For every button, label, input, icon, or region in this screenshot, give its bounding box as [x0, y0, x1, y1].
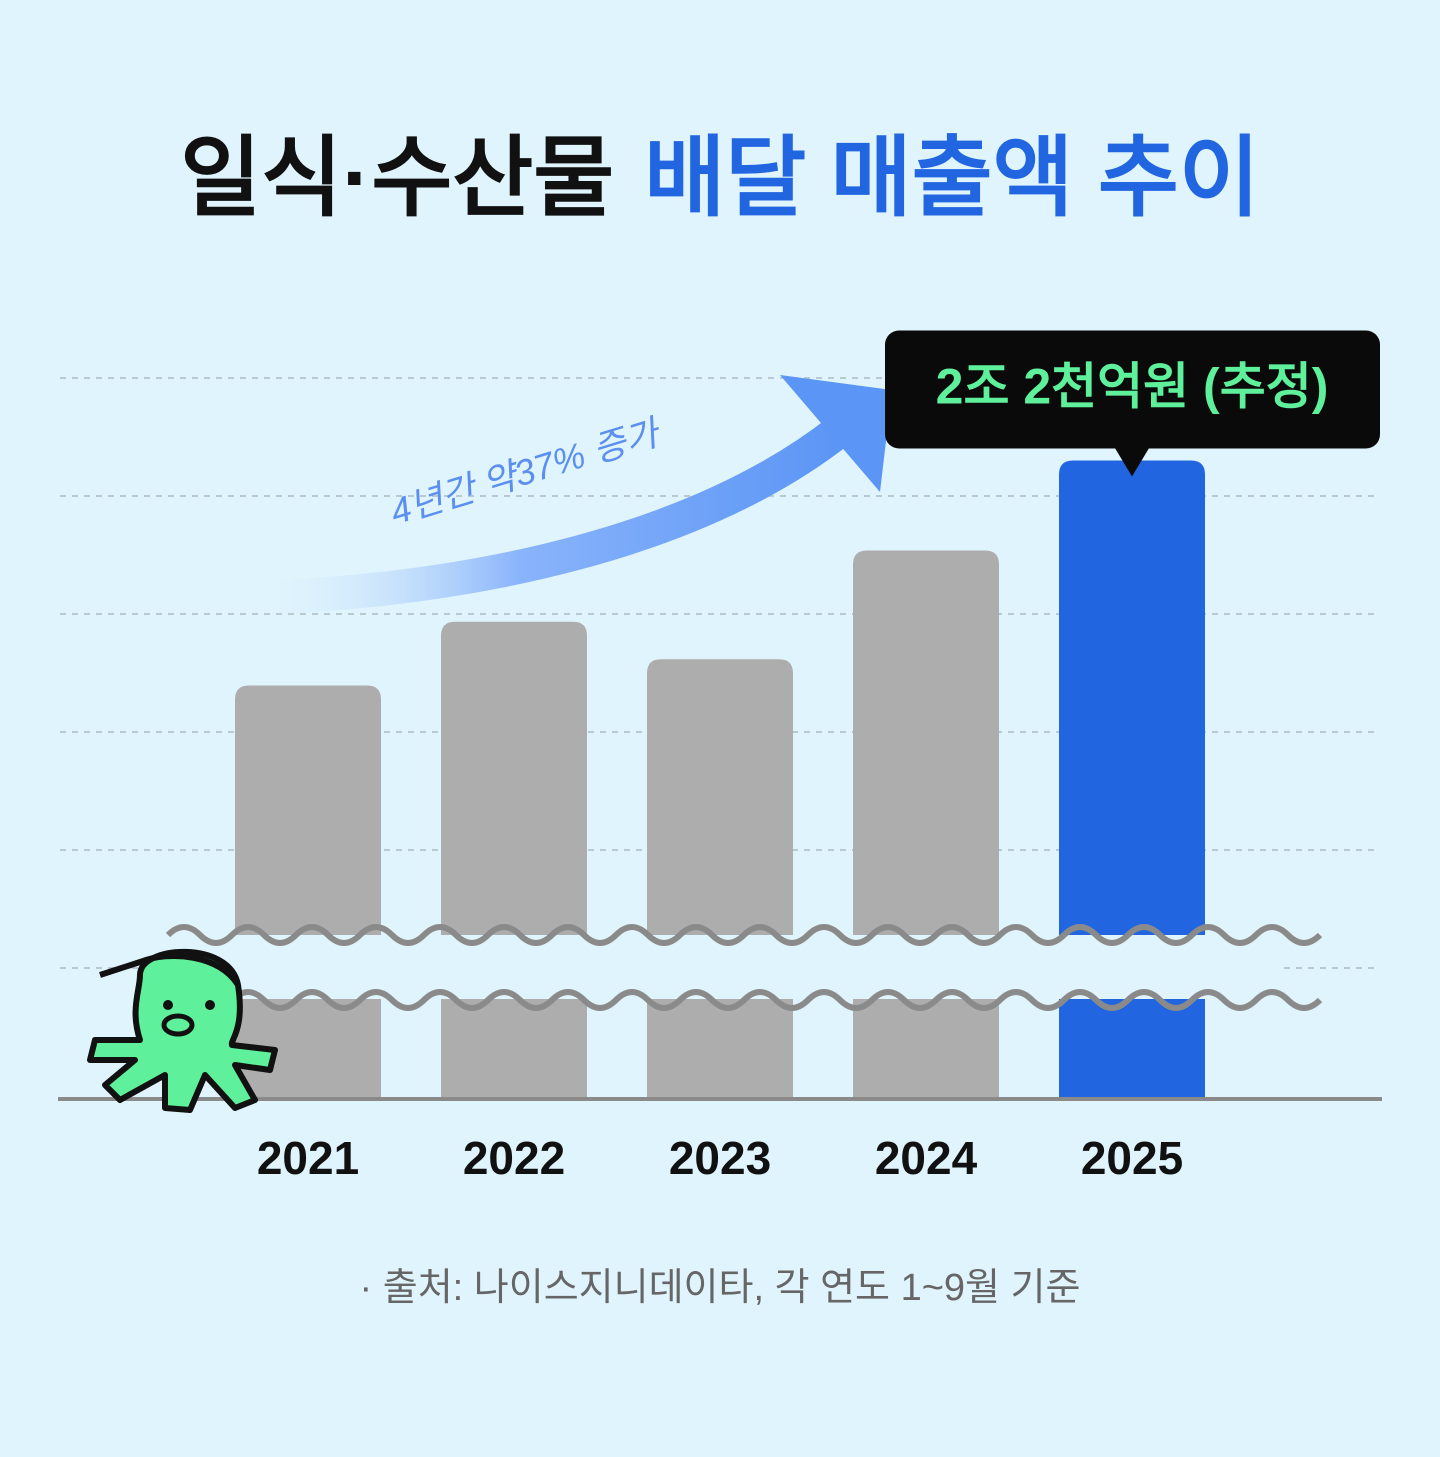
callout: 2조 2천억원 (추정): [885, 330, 1380, 477]
title-black: 일식·수산물: [180, 128, 614, 227]
mascot-eye: [163, 1000, 173, 1010]
bar: [235, 685, 381, 1098]
bar: [647, 659, 793, 1098]
mascot-band: [99, 953, 241, 987]
x-labels: 2021 2022 2023 2024 2025: [257, 1132, 1183, 1184]
chart-title: 일식·수산물 배달 매출액 추이: [180, 128, 1260, 227]
bar: [853, 550, 999, 1098]
value-label: 2조 2천억원 (추정): [936, 359, 1329, 415]
source: · 출처: 나이스지니데이타, 각 연도 1~9월 기준: [360, 1267, 1081, 1309]
callout-pointer: [1114, 446, 1150, 477]
title-blue: 배달 매출액 추이: [644, 128, 1260, 227]
axis-break: [160, 924, 1323, 1011]
mascot: [87, 948, 278, 1113]
mascot-body: [87, 948, 278, 1113]
callout-box: [885, 330, 1380, 449]
trend-arrow: [238, 413, 857, 615]
bar: [1059, 460, 1205, 1098]
bar: [441, 621, 587, 1098]
arrow-head: [780, 375, 892, 492]
x-tick-label: 2021: [257, 1132, 359, 1184]
break-wave: [165, 924, 1323, 946]
break-wave: [165, 989, 1323, 1011]
mascot-eye: [205, 1000, 215, 1010]
x-tick-label: 2025: [1081, 1132, 1183, 1184]
x-tick-label: 2022: [463, 1132, 565, 1184]
mascot-mouth: [161, 1013, 195, 1037]
x-tick-label: 2023: [669, 1132, 771, 1184]
x-tick-label: 2024: [875, 1132, 978, 1184]
